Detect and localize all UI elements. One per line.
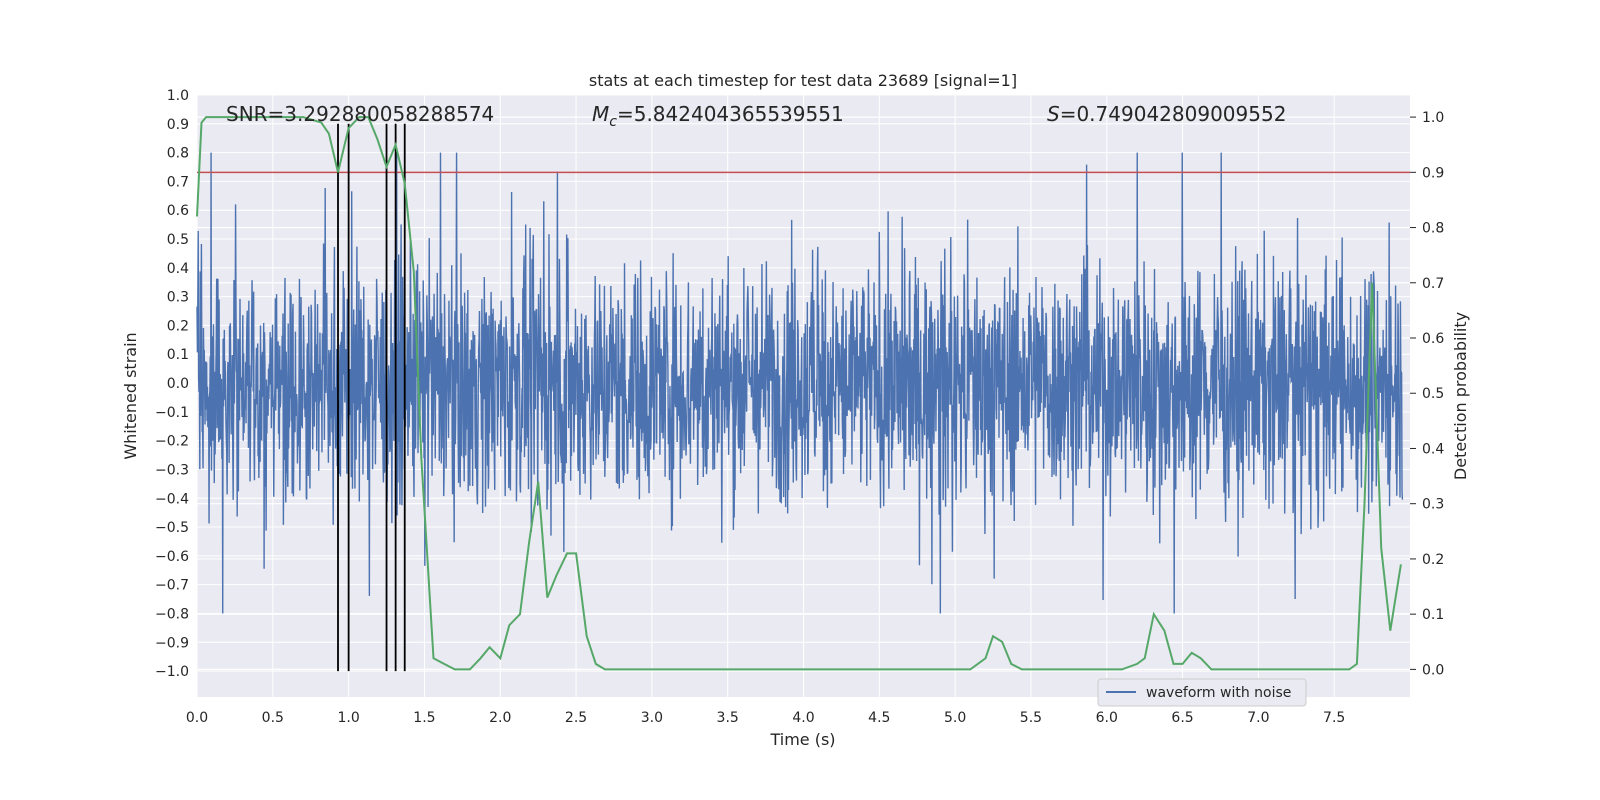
- x-tick-label: 1.0: [337, 710, 359, 726]
- y-tick-label: 0.7: [167, 174, 189, 190]
- s-symbol: S: [1047, 102, 1060, 126]
- y2-tick-label: 0.6: [1422, 331, 1444, 347]
- probability-series: [196, 116, 1402, 671]
- y-axis-label: Whitened strain: [121, 332, 140, 459]
- y-tick-label: −1.0: [155, 664, 189, 680]
- waveform-series: [196, 152, 1404, 614]
- y2-tick-label: 1.0: [1422, 110, 1444, 126]
- y-tick-label: −0.4: [155, 491, 189, 507]
- y2-tick-labels: 1.0 0.9 0.8 0.7 0.6 0.5 0.4 0.3 0.2 0.1 0.0: [1422, 110, 1444, 678]
- mc-symbol: M: [592, 102, 609, 126]
- waveform-trace: [196, 152, 1404, 614]
- x-tick-label: 3.0: [641, 710, 663, 726]
- y2-tick-label: 0.8: [1422, 221, 1444, 237]
- y-tick-label: 0.9: [167, 117, 189, 133]
- x-tick-label: 0.0: [186, 710, 208, 726]
- legend: waveform with noise: [1097, 678, 1307, 707]
- y2-tick-label: 0.4: [1422, 441, 1444, 457]
- x-tick-label: 2.5: [565, 710, 587, 726]
- y-tick-label: −0.7: [155, 578, 189, 594]
- y-tick-label: 1.0: [167, 88, 189, 104]
- y-tick-label: −0.1: [155, 405, 189, 421]
- x-tick-label: 2.0: [489, 710, 511, 726]
- legend-label: waveform with noise: [1146, 685, 1291, 701]
- x-tick-label: 7.5: [1323, 710, 1345, 726]
- y-tick-label: 0.5: [167, 232, 189, 248]
- x-tick-label: 4.5: [868, 710, 890, 726]
- y-tick-label: 0.6: [167, 203, 189, 219]
- x-tick-label: 6.0: [1096, 710, 1118, 726]
- mc-annotation: Mc=5.842404365539551: [592, 102, 844, 130]
- y2-tick-label: 0.9: [1422, 165, 1444, 181]
- s-annotation: S=0.749042809009552: [1047, 102, 1286, 126]
- y-tick-label: 0.3: [167, 290, 189, 306]
- chart-title: stats at each timestep for test data 236…: [589, 71, 1017, 90]
- y2-axis-label: Detection probability: [1451, 312, 1470, 480]
- x-tick-label: 5.5: [1020, 710, 1042, 726]
- y-tick-label: −0.3: [155, 462, 189, 478]
- y-tick-label: 0.2: [167, 318, 189, 334]
- y2-tick-label: 0.0: [1422, 662, 1444, 678]
- y-tick-labels: 1.0 0.9 0.8 0.7 0.6 0.5 0.4 0.3 0.2 0.1 0.0 −0.1 −0.…: [155, 88, 189, 680]
- y2-tick-label: 0.3: [1422, 497, 1444, 513]
- x-tick-label: 5.0: [944, 710, 966, 726]
- y2-tick-label: 0.2: [1422, 552, 1444, 568]
- y2-tick-label: 0.1: [1422, 607, 1444, 623]
- detection-vlines: [337, 123, 406, 672]
- y-tick-label: 0.1: [167, 347, 189, 363]
- legend-box: [1097, 678, 1307, 707]
- y-tick-label: −0.5: [155, 520, 189, 536]
- x-tick-label: 3.5: [717, 710, 739, 726]
- y-tick-label: 0.4: [167, 261, 189, 277]
- s-value: =0.749042809009552: [1060, 102, 1287, 126]
- y-tick-label: −0.9: [155, 635, 189, 651]
- x-tick-label: 7.0: [1247, 710, 1269, 726]
- x-tick-label: 6.5: [1171, 710, 1193, 726]
- x-tick-label: 1.5: [413, 710, 435, 726]
- y-tick-label: −0.8: [155, 606, 189, 622]
- snr-annotation: SNR=3.292880058288574: [226, 102, 494, 126]
- x-tick-label: 4.0: [792, 710, 814, 726]
- y-tick-label: 0.8: [167, 146, 189, 162]
- y-tick-label: 0.0: [167, 376, 189, 392]
- y2-tick-label: 0.7: [1422, 276, 1444, 292]
- mc-subscript: c: [609, 114, 617, 130]
- x-axis-label: Time (s): [769, 730, 835, 749]
- x-tick-label: 0.5: [262, 710, 284, 726]
- mc-value: =5.842404365539551: [617, 102, 844, 126]
- y2-tick-label: 0.5: [1422, 386, 1444, 402]
- y-tick-label: −0.2: [155, 434, 189, 450]
- x-tick-labels: 0.0 0.5 1.0 1.5 2.0 2.5 3.0 3.5 4.0 4.5 5.0 5.5 6.0 6…: [186, 710, 1345, 726]
- y-tick-label: −0.6: [155, 549, 189, 565]
